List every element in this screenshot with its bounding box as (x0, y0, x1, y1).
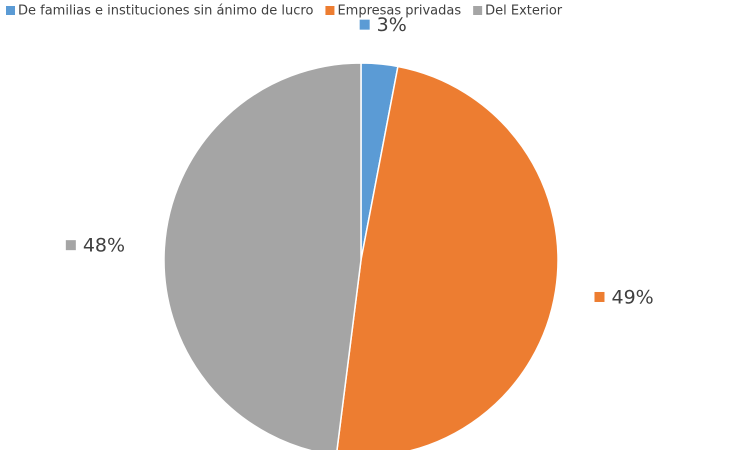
data-label: 48% (65, 235, 125, 257)
data-label-marker (359, 19, 370, 30)
legend-label: De familias e instituciones sin ánimo de… (18, 4, 313, 19)
data-label-marker (65, 240, 76, 251)
legend-label: Empresas privadas (337, 4, 461, 19)
data-label-text: 49% (611, 286, 653, 308)
pie-slice (336, 65, 559, 450)
data-label: 49% (594, 286, 654, 308)
data-label-text: 48% (83, 235, 125, 257)
legend-marker (325, 6, 335, 15)
data-label: 3% (359, 14, 407, 36)
legend-marker (6, 6, 15, 15)
legend-label: Del Exterior (485, 4, 563, 19)
pie-slice (163, 62, 362, 450)
legend-marker (473, 6, 483, 15)
data-label-marker (594, 291, 605, 302)
data-label-text: 3% (377, 14, 407, 36)
